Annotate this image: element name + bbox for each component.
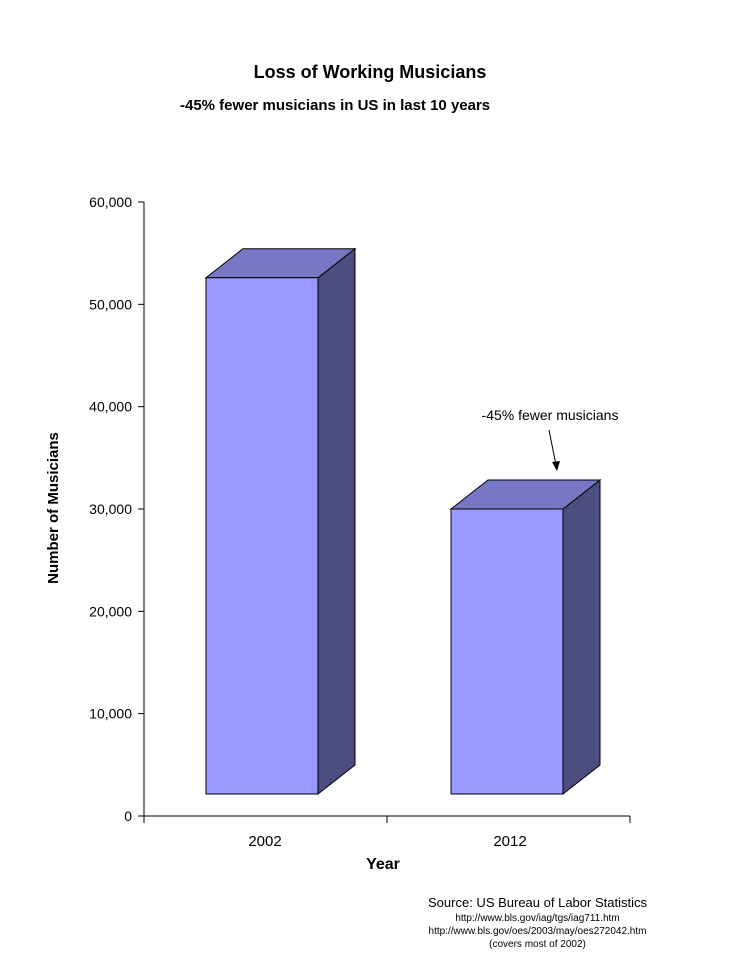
x-tick-label: 2002 xyxy=(248,833,281,850)
y-tick-label: 30,000 xyxy=(89,501,132,517)
y-tick-label: 0 xyxy=(124,808,132,824)
source-url-1: http://www.bls.gov/iag/tgs/iag711.htm xyxy=(455,913,620,924)
bar-side-face xyxy=(562,478,601,796)
y-axis-title: Number of Musicians xyxy=(45,432,62,584)
x-axis-title: Year xyxy=(366,856,400,873)
y-tick-label: 40,000 xyxy=(89,399,132,415)
bar-side-face xyxy=(317,247,356,796)
bar-series xyxy=(204,247,602,796)
x-tick-label: 2012 xyxy=(493,833,526,850)
y-tick-label: 60,000 xyxy=(89,194,132,210)
source-note: (covers most of 2002) xyxy=(489,939,586,950)
bar-front-face xyxy=(450,508,564,795)
y-tick-label: 10,000 xyxy=(89,706,132,722)
chart-subtitle: -45% fewer musicians in US in last 10 ye… xyxy=(180,97,491,114)
annotation-arrow xyxy=(548,429,557,466)
source-label: Source: US Bureau of Labor Statistics xyxy=(428,895,647,910)
annotation-label: -45% fewer musicians xyxy=(482,407,619,423)
axis-labels: 0 10,000 20,000 30,000 40,000 50,000 60,000 200… xyxy=(89,194,618,850)
y-tick-label: 20,000 xyxy=(89,603,132,619)
source-url-2: http://www.bls.gov/oes/2003/may/oes27204… xyxy=(428,926,647,937)
chart-axes xyxy=(138,201,631,823)
bar-front-face xyxy=(205,277,319,795)
y-tick-label: 50,000 xyxy=(89,296,132,312)
annotation-arrowhead xyxy=(552,461,560,471)
bar-2002 xyxy=(204,247,357,796)
chart-title: Loss of Working Musicians xyxy=(253,62,487,82)
bar-2012 xyxy=(449,478,602,796)
